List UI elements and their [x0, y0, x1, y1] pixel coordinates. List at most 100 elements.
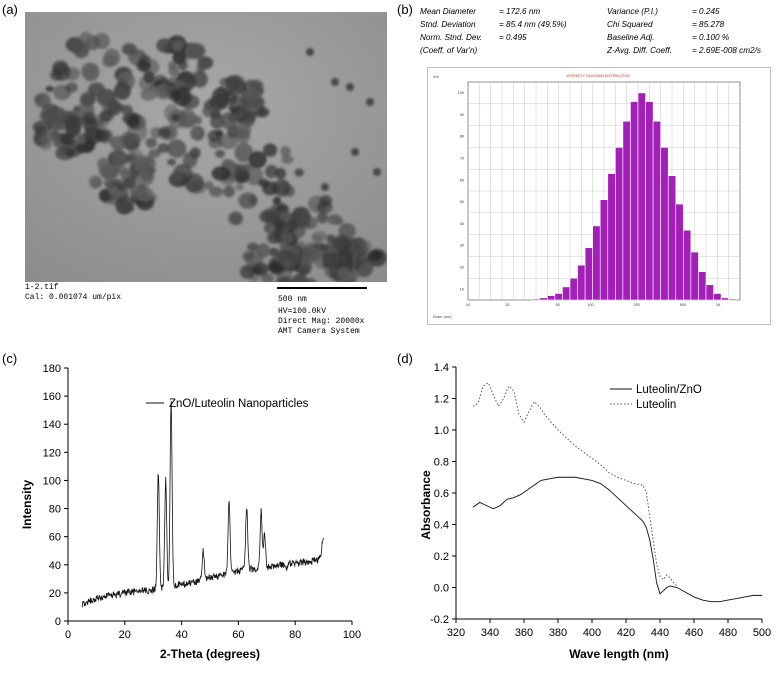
panel-a-label: (a) — [2, 2, 18, 17]
tem-particle — [373, 168, 381, 176]
tem-particle — [40, 130, 56, 143]
tem-caption-line-2: Cal: 0.001074 um/pix — [25, 293, 122, 302]
tem-particle — [232, 121, 252, 140]
tem-particle — [178, 113, 197, 129]
tem-particle — [172, 170, 184, 182]
xrd-legend-label: ZnO/Luteolin Nanoparticles — [169, 398, 309, 410]
tem-particle — [265, 164, 278, 179]
tem-particle — [110, 149, 127, 166]
uv-x-tick: 340 — [481, 627, 499, 639]
histogram-bar — [660, 147, 669, 301]
histogram-bar — [630, 101, 639, 301]
panel-b-label: (b) — [397, 2, 413, 17]
tem-particle — [297, 265, 310, 276]
tem-particle — [136, 60, 151, 72]
tem-particle — [366, 98, 374, 106]
xrd-y-tick: 0 — [55, 616, 61, 628]
stat-zavg-label: Z-Avg. Diff. Coeff. — [607, 46, 672, 55]
histogram-bar — [705, 284, 714, 301]
histogram-title: INTENSITY GAUSSIAN DISTRIBUTION — [567, 74, 630, 78]
histogram-y-tick: 80 — [460, 135, 464, 139]
histogram-x-tick: 200 — [633, 303, 639, 307]
tem-particle — [102, 54, 117, 68]
uv-y-tick: 1.0 — [434, 425, 449, 437]
xrd-y-tick: 100 — [43, 475, 61, 487]
tem-particle — [103, 177, 115, 186]
xrd-x-tick: 80 — [289, 629, 301, 641]
tem-particle — [212, 87, 230, 105]
uv-x-tick: 400 — [583, 627, 601, 639]
tem-particle — [156, 38, 173, 53]
histogram-y-tick: 60 — [460, 178, 464, 182]
tem-particle — [75, 143, 86, 154]
tem-particle — [143, 71, 155, 84]
tem-particle — [333, 234, 351, 253]
tem-particle — [263, 143, 278, 157]
uv-legend-label: Luteolin/ZnO — [636, 384, 702, 396]
tem-particle — [45, 85, 54, 92]
histogram-y-tick: 30 — [460, 244, 464, 248]
tem-particle — [172, 40, 185, 52]
stat-chi-value: = 85.278 — [692, 20, 725, 29]
tem-particle — [59, 133, 76, 145]
tem-particle — [281, 155, 294, 165]
tem-particle — [236, 171, 250, 183]
tem-particle — [95, 129, 109, 142]
dls-histogram-box: INTENSITY GAUSSIAN DISTRIBUTION Vol Diam… — [427, 67, 771, 325]
tem-particle — [145, 137, 157, 148]
tem-particle — [113, 81, 131, 101]
xrd-y-tick: 60 — [49, 532, 61, 544]
histogram-bar — [645, 101, 654, 301]
histogram-bar — [584, 247, 593, 301]
dls-histogram: INTENSITY GAUSSIAN DISTRIBUTION Vol Diam… — [433, 74, 741, 319]
tem-particle — [65, 82, 78, 93]
scale-bar-label: 500 nm — [278, 295, 307, 304]
tem-particle — [262, 181, 278, 196]
uv-series-line — [472, 476, 762, 603]
tem-particle — [167, 158, 177, 166]
uv-y-tick: 0.2 — [434, 551, 449, 563]
uv-legend-label: Luteolin — [636, 399, 676, 411]
tem-particle — [79, 31, 93, 45]
tem-particle — [127, 114, 140, 129]
tem-particle — [280, 232, 294, 244]
uv-x-tick: 460 — [685, 627, 703, 639]
tem-particle — [210, 109, 222, 120]
tem-particle — [316, 211, 328, 224]
tem-particle — [360, 240, 372, 251]
tem-particle — [303, 278, 317, 282]
tem-particle — [168, 65, 180, 77]
tem-particle — [56, 108, 66, 116]
tem-particle — [81, 62, 98, 80]
tem-particle — [346, 83, 354, 91]
tem-particle — [224, 90, 238, 105]
tem-particle — [56, 122, 67, 131]
uv-y-tick: -0.2 — [430, 614, 449, 626]
tem-particle — [306, 48, 314, 56]
panel-c-label: (c) — [2, 351, 18, 366]
uv-y-tick: 1.4 — [434, 362, 449, 374]
histogram-bar — [554, 293, 563, 301]
tem-caption-line-1: 1-2.tif — [25, 283, 59, 292]
uv-x-tick: 500 — [753, 627, 771, 639]
histogram-bar — [690, 251, 699, 301]
tem-particle — [108, 185, 120, 198]
histogram-bar — [531, 298, 541, 301]
tem-particle — [107, 100, 120, 113]
uv-series-line — [472, 382, 678, 587]
histogram-x-tick: 100 — [587, 303, 593, 307]
histogram-y-corner: Vol — [433, 74, 439, 79]
histogram-y-tick: 20 — [460, 266, 464, 270]
tem-particle — [301, 246, 320, 264]
histogram-x-tick: 500 — [680, 303, 686, 307]
xrd-series-line — [81, 401, 324, 608]
uv-x-tick: 480 — [719, 627, 737, 639]
tem-particle — [225, 75, 245, 92]
uv-y-tick: 1.2 — [434, 394, 449, 406]
tem-particle — [248, 151, 267, 169]
xrd-x-tick: 100 — [343, 629, 361, 641]
tem-particle — [319, 195, 332, 207]
tem-particle — [139, 162, 154, 179]
xrd-y-axis-label: Intensity — [20, 480, 34, 530]
tem-particle — [119, 104, 133, 115]
